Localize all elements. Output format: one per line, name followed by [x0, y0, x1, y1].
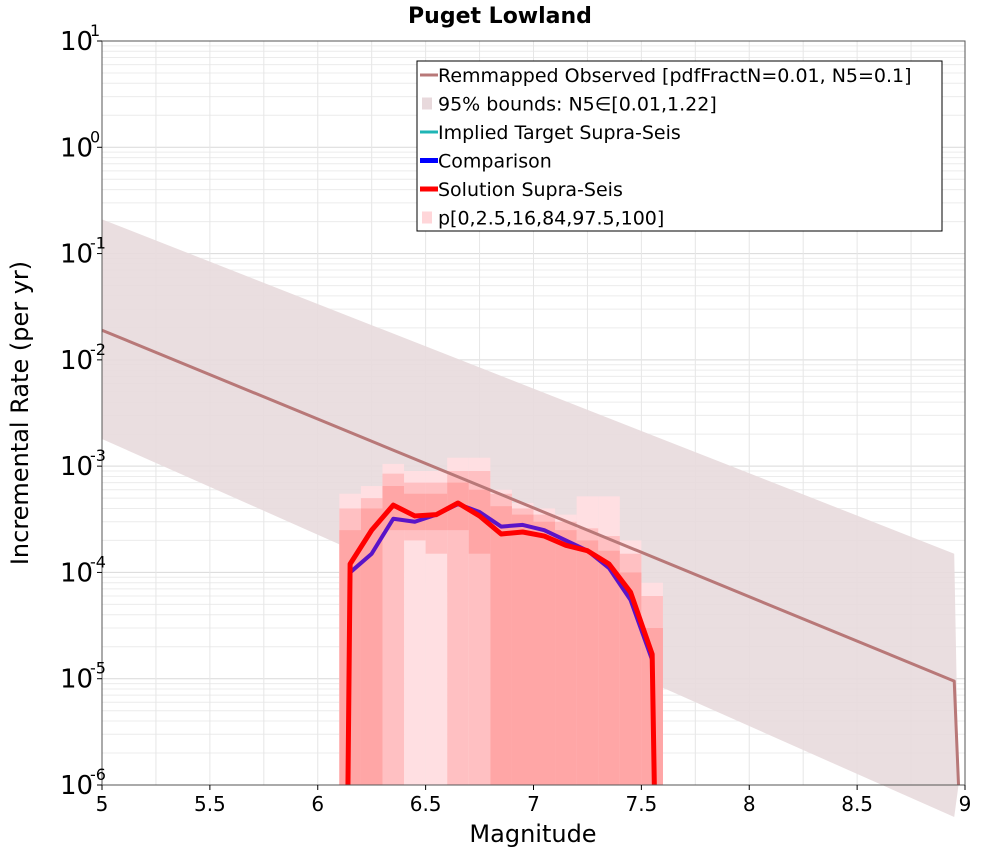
y-tick-label: 10 [60, 665, 93, 695]
y-tick-exponent: -1 [90, 234, 106, 253]
legend-label: Remmapped Observed [pdfFractN=0.01, N5=0… [438, 65, 912, 87]
x-tick-label: 6 [311, 792, 324, 816]
series-lines [101, 328, 961, 786]
percentile-band-bin [468, 489, 491, 554]
x-tick-label: 5.5 [194, 792, 226, 816]
legend-label: Comparison [438, 151, 552, 173]
legend-label: Solution Supra-Seis [438, 179, 623, 201]
percentile-band-bin [533, 521, 556, 785]
percentile-band-bin [447, 471, 469, 785]
y-tick-exponent: 1 [90, 21, 100, 40]
y-tick-exponent: -5 [90, 659, 106, 678]
x-axis-label: Magnitude [469, 820, 596, 848]
legend-label: Implied Target Supra-Seis [438, 122, 681, 144]
legend: Remmapped Observed [pdfFractN=0.01, N5=0… [416, 60, 943, 232]
y-tick-exponent: -6 [90, 765, 106, 784]
y-tick-label: 10 [60, 771, 93, 801]
percentile-band-bin [404, 471, 426, 785]
percentile-band-bin [576, 540, 599, 785]
x-tick-label: 5 [96, 792, 109, 816]
y-tick-label: 10 [60, 240, 93, 270]
legend-label: 95% bounds: N5∈[0.01,1.22] [438, 94, 717, 116]
y-tick-exponent: -3 [90, 446, 106, 465]
x-tick-label: 7.5 [625, 792, 657, 816]
solution-line [345, 500, 657, 786]
percentile-band-bin [490, 506, 512, 785]
observed-line [101, 328, 961, 786]
x-tick-label: 8.5 [841, 792, 873, 816]
y-tick-label: 10 [60, 346, 93, 376]
chart-title: Puget Lowland [408, 4, 592, 29]
x-tick-label: 6.5 [410, 792, 442, 816]
x-tick-label: 7 [527, 792, 540, 816]
y-tick-exponent: -4 [90, 552, 106, 571]
legend-label: p[0,2.5,16,84,97.5,100] [438, 208, 664, 230]
percentile-band-bin [598, 550, 620, 785]
y-tick-label: 10 [60, 27, 93, 57]
y-tick-exponent: -2 [90, 340, 106, 359]
legend-swatch [422, 211, 432, 224]
percentile-band-bin [447, 482, 469, 531]
y-tick-label: 10 [60, 133, 93, 163]
legend-box [416, 60, 943, 232]
legend-swatch [422, 97, 432, 110]
x-tick-label: 8 [743, 792, 756, 816]
y-tick-label: 10 [60, 558, 93, 588]
percentile-band-bin [511, 514, 534, 785]
y-tick-label: 10 [60, 452, 93, 482]
x-tick-label: 9 [959, 792, 972, 816]
percentile-band-bin [382, 473, 405, 785]
percentile-band-bin [360, 508, 383, 785]
y-tick-exponent: 0 [90, 127, 100, 146]
percentile-band-bin [555, 530, 577, 785]
percentile-bands [339, 457, 663, 785]
x-axis-ticks: 5 5.5 6 6.5 7 7.5 8 8.5 9 [96, 785, 972, 816]
comparison-line [345, 502, 657, 786]
y-axis-label: Incremental Rate (per yr) [6, 261, 34, 565]
percentile-band-bin [619, 572, 642, 785]
